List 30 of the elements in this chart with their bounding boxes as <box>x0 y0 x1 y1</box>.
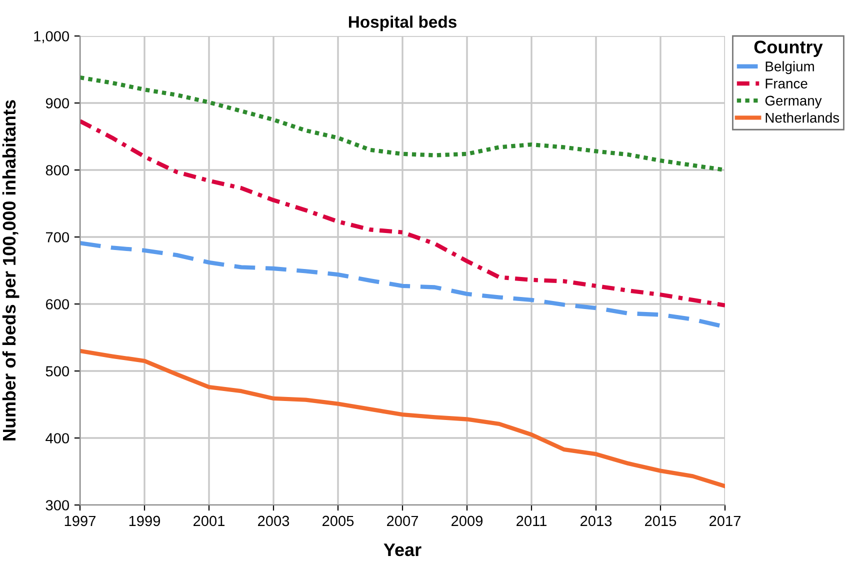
y-tick-label: 500 <box>46 366 70 376</box>
y-tick-label: 800 <box>46 165 70 176</box>
x-tick-label: 2009 <box>452 516 483 526</box>
x-tick-label: 2013 <box>580 516 612 526</box>
y-tick-label: 700 <box>46 232 70 242</box>
y-tick-label: 900 <box>46 98 70 108</box>
x-tick-label: 2015 <box>645 516 676 526</box>
x-tick-label: 2001 <box>194 516 225 526</box>
legend-label: Germany <box>765 96 822 108</box>
y-tick-label: 400 <box>46 433 70 444</box>
line-series <box>80 119 725 308</box>
x-tick-label: 2007 <box>387 516 418 526</box>
x-tick-label: 2005 <box>322 516 354 526</box>
legend-label: Netherlands <box>766 112 840 123</box>
y-axis-title: Number of beds per 100,000 inhabitants <box>2 100 20 440</box>
line-series <box>80 348 725 488</box>
x-tick-label: 2003 <box>258 516 290 526</box>
chart-title: Hospital beds <box>348 16 456 32</box>
y-tick-label: 600 <box>46 299 70 310</box>
x-tick-label: 2017 <box>710 516 740 526</box>
legend-label: Belgium <box>766 61 814 74</box>
x-tick-label: 2011 <box>516 516 546 526</box>
x-axis-title: Year <box>384 544 422 556</box>
y-tick-label: 1,000 <box>34 31 70 44</box>
y-tick-label: 300 <box>46 500 70 510</box>
x-tick-label: 1997 <box>64 516 96 526</box>
line-series <box>80 75 725 172</box>
x-tick-label: 1999 <box>129 516 160 526</box>
legend-label: France <box>766 78 808 88</box>
legend-title: Country <box>754 40 823 57</box>
